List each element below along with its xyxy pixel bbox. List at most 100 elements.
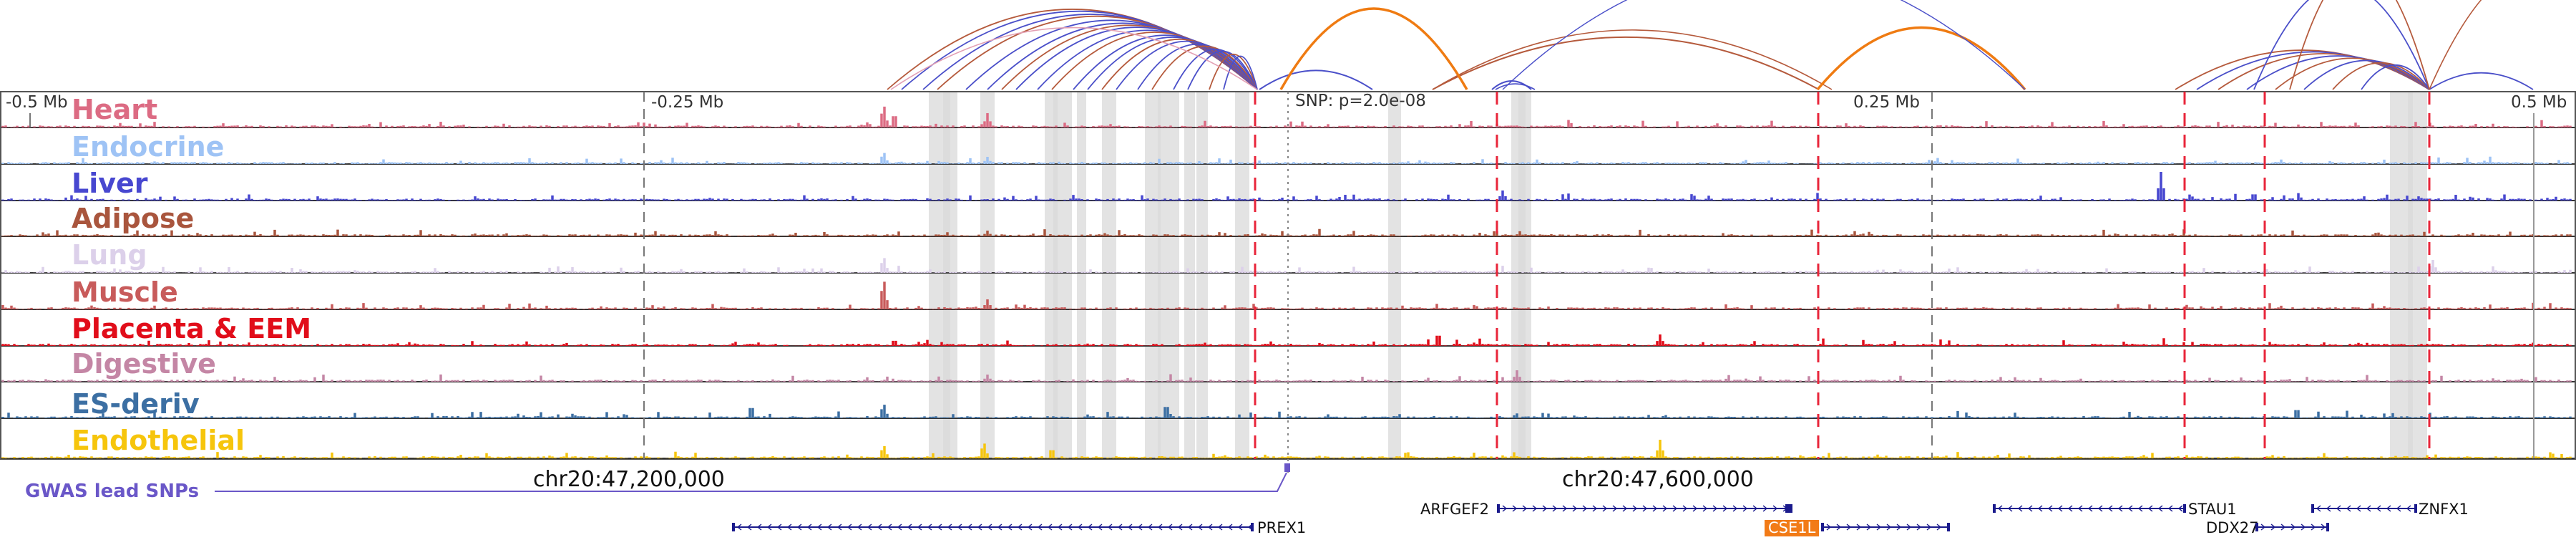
loop-arc bbox=[1432, 29, 1833, 90]
gene-stau1-strand-arrow bbox=[2127, 505, 2133, 512]
gene-znfx1-strand-arrow bbox=[2316, 505, 2321, 512]
reference-lines bbox=[29, 92, 2534, 473]
gene-stau1-strand-arrow bbox=[2167, 505, 2173, 512]
gene-arfgef2-strand-arrow bbox=[1602, 505, 1608, 512]
gene-prex1-strand-arrow bbox=[1217, 524, 1223, 531]
gene-arfgef2-exon bbox=[1785, 504, 1792, 513]
gene-prex1-strand-arrow bbox=[1097, 524, 1103, 531]
gene-stau1-strand-arrow bbox=[2177, 505, 2183, 512]
loop-arc bbox=[1151, 45, 1258, 90]
ruler-label-snp: SNP: p=2.0e-08 bbox=[1295, 92, 1426, 110]
coordinate-right: chr20:47,600,000 bbox=[1562, 467, 1754, 492]
gene-arfgef2-strand-arrow bbox=[1682, 505, 1688, 512]
grey-band bbox=[1235, 92, 1249, 458]
gene-stau1-strand-arrow bbox=[2037, 505, 2043, 512]
loop-arc bbox=[1432, 36, 1820, 90]
gene-ddx27-strand-arrow bbox=[2290, 524, 2296, 531]
track-signal bbox=[1, 281, 2572, 309]
track-label-liver: Liver bbox=[72, 168, 148, 199]
loop-arc bbox=[1087, 37, 1258, 90]
gene-prex1-strand-arrow bbox=[1077, 524, 1083, 531]
gene-stau1-strand-arrow bbox=[2057, 505, 2063, 512]
gene-prex1-strand-arrow bbox=[927, 524, 932, 531]
gene-cse1l-strand-arrow bbox=[1916, 524, 1922, 531]
loop-arc bbox=[2332, 62, 2430, 90]
gene-prex1-strand-arrow bbox=[1237, 524, 1243, 531]
gene-stau1-strand-arrow bbox=[2077, 505, 2083, 512]
loop-arc bbox=[890, 26, 1258, 90]
gene-cse1l-strand-arrow bbox=[1886, 524, 1892, 531]
track-label-heart: Heart bbox=[72, 94, 157, 125]
gwas-connector-line bbox=[215, 472, 1287, 492]
gene-prex1-strand-arrow bbox=[917, 524, 922, 531]
gene-znfx1-strand-arrow bbox=[2336, 505, 2341, 512]
grey-band bbox=[1388, 92, 1401, 458]
gene-prex1-strand-arrow bbox=[1177, 524, 1183, 531]
loop-arc bbox=[1173, 49, 1258, 90]
track-signal bbox=[1, 334, 2572, 346]
gene-prex1-strand-arrow bbox=[1007, 524, 1013, 531]
gene-prex1-strand-arrow bbox=[746, 524, 752, 531]
gene-arfgef2-strand-arrow bbox=[1572, 505, 1578, 512]
gene-stau1-strand-arrow bbox=[2087, 505, 2093, 512]
gene-arfgef2-strand-arrow bbox=[1752, 505, 1758, 512]
gene-prex1-strand-arrow bbox=[867, 524, 872, 531]
loop-arc bbox=[1015, 26, 1258, 90]
gene-prex1-strand-arrow bbox=[1227, 524, 1233, 531]
gene-prex1-strand-arrow bbox=[1157, 524, 1163, 531]
grey-band bbox=[1053, 92, 1072, 458]
gene-arfgef2-strand-arrow bbox=[1632, 505, 1638, 512]
gene-prex1-strand-arrow bbox=[857, 524, 862, 531]
gene-prex1-strand-arrow bbox=[1187, 524, 1193, 531]
gene-cse1l-strand-arrow bbox=[1866, 524, 1872, 531]
loop-arc bbox=[1259, 69, 1373, 90]
gene-annotations: ARFGEF2 STAU1 ZNFX1 PREX1 CSE1L DDX27 bbox=[732, 501, 2469, 536]
loop-arc bbox=[2175, 49, 2430, 90]
loop-arc bbox=[922, 13, 1258, 90]
gene-ddx27-strand-arrow bbox=[2280, 524, 2286, 531]
loop-arc bbox=[1209, 54, 1258, 90]
gene-cse1l-strand-arrow bbox=[1856, 524, 1862, 531]
gene-cse1l-strand-arrow bbox=[1906, 524, 1912, 531]
loop-arc bbox=[2289, 0, 2430, 90]
gene-prex1-strand-arrow bbox=[1057, 524, 1063, 531]
gwas-snp-marker bbox=[1284, 463, 1290, 472]
gene-prex1-strand-arrow bbox=[1117, 524, 1123, 531]
track-signal bbox=[1, 258, 2572, 273]
track-signal bbox=[1, 370, 2572, 382]
track-label-digestive: Digestive bbox=[72, 348, 216, 380]
ruler-label-mid-left: -0.25 Mb bbox=[651, 93, 723, 112]
gene-stau1-strand-arrow bbox=[2047, 505, 2053, 512]
gene-ddx27-exon bbox=[2255, 523, 2258, 531]
gene-prex1-strand-arrow bbox=[997, 524, 1002, 531]
grey-band bbox=[1102, 92, 1116, 458]
gene-prex1-strand-arrow bbox=[907, 524, 912, 531]
gene-prex1-strand-arrow bbox=[1107, 524, 1113, 531]
gene-stau1-strand-arrow bbox=[2157, 505, 2163, 512]
loop-arc bbox=[1816, 26, 2026, 91]
gene-znfx1-strand-arrow bbox=[2406, 505, 2411, 512]
grey-band bbox=[1158, 92, 1179, 458]
track-label-es-deriv: ES-deriv bbox=[72, 388, 200, 420]
gene-arfgef2-strand-arrow bbox=[1652, 505, 1658, 512]
gene-stau1-strand-arrow bbox=[2027, 505, 2033, 512]
track-label-adipose: Adipose bbox=[72, 203, 194, 234]
gene-prex1-strand-arrow bbox=[887, 524, 892, 531]
gene-prex1-strand-arrow bbox=[897, 524, 902, 531]
gene-arfgef2-strand-arrow bbox=[1762, 505, 1768, 512]
loop-arc bbox=[1001, 24, 1258, 90]
track-signal bbox=[1, 440, 2572, 458]
gene-arfgef2-strand-arrow bbox=[1662, 505, 1668, 512]
grey-band bbox=[980, 92, 995, 458]
gene-prex1-strand-arrow bbox=[806, 524, 812, 531]
gene-prex1-exon bbox=[732, 523, 735, 531]
grey-band bbox=[1145, 92, 1161, 458]
gene-stau1-strand-arrow bbox=[2117, 505, 2123, 512]
gene-prex1-strand-arrow bbox=[756, 524, 762, 531]
track-label-endothelial: Endothelial bbox=[72, 425, 245, 456]
gene-label-ddx27: DDX27 bbox=[2206, 519, 2258, 536]
gene-arfgef2-strand-arrow bbox=[1672, 505, 1678, 512]
gene-ddx27-strand-arrow bbox=[2260, 524, 2266, 531]
gene-ddx27-strand-arrow bbox=[2270, 524, 2276, 531]
gene-prex1-strand-arrow bbox=[816, 524, 822, 531]
